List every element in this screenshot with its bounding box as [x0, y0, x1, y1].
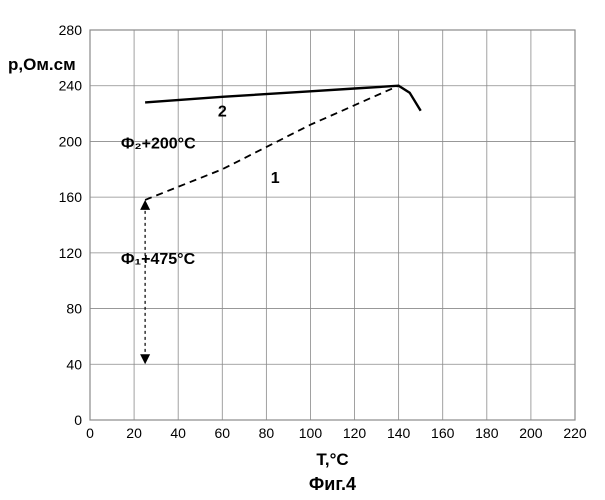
y-tick-label: 80	[66, 301, 82, 317]
phi2: Ф₂+200°C	[121, 135, 196, 152]
label-curve-1: 1	[271, 170, 280, 187]
x-tick-label: 200	[519, 425, 543, 441]
y-tick-label: 40	[66, 356, 82, 372]
x-tick-label: 20	[126, 425, 142, 441]
label-curve-2: 2	[218, 103, 227, 120]
y-tick-label: 0	[74, 412, 82, 428]
x-tick-label: 160	[431, 425, 455, 441]
x-tick-label: 60	[214, 425, 230, 441]
y-tick-label: 240	[59, 78, 83, 94]
x-tick-label: 100	[299, 425, 323, 441]
y-tick-label: 120	[59, 245, 83, 261]
x-tick-label: 220	[563, 425, 587, 441]
y-axis-label: p,Ом.см	[8, 55, 76, 74]
x-tick-label: 180	[475, 425, 499, 441]
phi1: Ф₁+475°C	[121, 251, 196, 268]
x-tick-label: 40	[170, 425, 186, 441]
figure-caption: Фиг.4	[309, 474, 356, 494]
x-tick-label: 80	[259, 425, 275, 441]
y-tick-label: 200	[59, 133, 83, 149]
x-tick-label: 0	[86, 425, 94, 441]
x-tick-label: 140	[387, 425, 411, 441]
x-tick-label: 120	[343, 425, 367, 441]
x-axis-label: T,°C	[316, 450, 348, 469]
y-tick-label: 280	[59, 22, 83, 38]
resistivity-chart: 0204060801001201401601802002200408012016…	[0, 0, 605, 500]
y-tick-label: 160	[59, 189, 83, 205]
